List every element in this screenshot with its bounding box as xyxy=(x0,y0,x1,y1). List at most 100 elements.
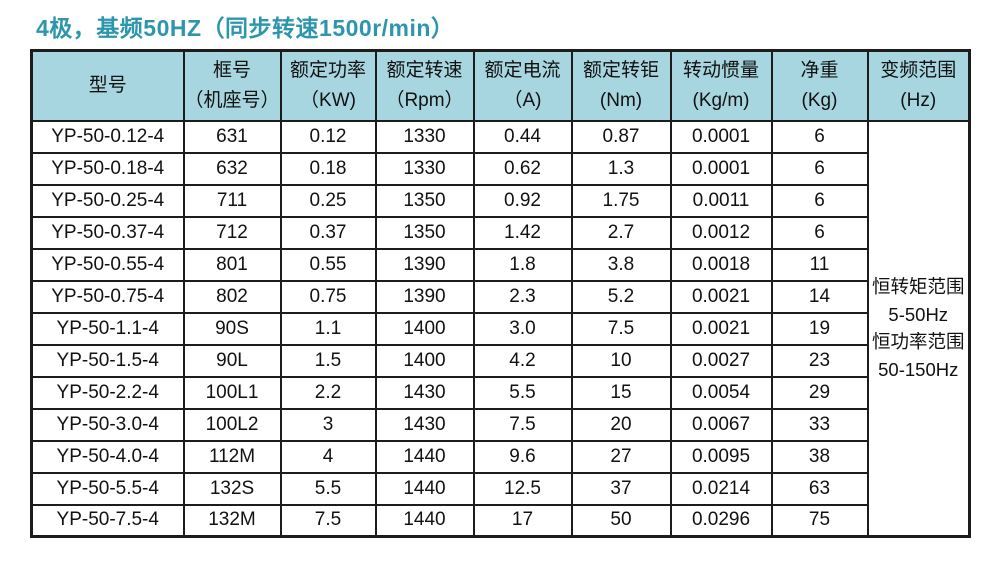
table-cell: 711 xyxy=(182,183,282,218)
table-cell: 6 xyxy=(770,151,869,186)
table-cell: 0.62 xyxy=(472,151,573,186)
table-cell: YP-50-2.2-4 xyxy=(30,375,185,410)
table-cell: 0.0214 xyxy=(669,471,773,506)
table-row: YP-50-0.18-4 632 0.18 1330 0.62 1.3 0.0001 6 xyxy=(30,151,970,186)
table-cell: 1.3 xyxy=(570,151,672,186)
table-cell: 1440 xyxy=(374,471,475,506)
table-cell: 0.55 xyxy=(279,247,377,282)
header-frequency-range-unit: (Hz) xyxy=(900,89,937,111)
table-cell: 19 xyxy=(770,311,869,346)
table-cell: 100L1 xyxy=(182,375,282,410)
table-cell: 1390 xyxy=(374,247,475,282)
table-cell: 0.0095 xyxy=(669,439,773,474)
table-cell: 12.5 xyxy=(472,471,573,506)
table-cell: 75 xyxy=(770,503,869,538)
table-cell: 90L xyxy=(182,343,282,378)
table-row: YP-50-0.25-4 711 0.25 1350 0.92 1.75 0.0011 6 xyxy=(30,183,970,218)
table-cell: 0.0296 xyxy=(669,503,773,538)
table-cell: 1.75 xyxy=(570,183,672,218)
table-cell: 3.8 xyxy=(570,247,672,282)
table-cell: 7.5 xyxy=(279,503,377,538)
table-cell: 802 xyxy=(182,279,282,314)
table-cell: 3.0 xyxy=(472,311,573,346)
table-cell: YP-50-7.5-4 xyxy=(30,503,185,538)
header-frame: 框号 （机座号） xyxy=(182,49,282,122)
table-cell: 0.12 xyxy=(279,119,377,154)
header-rated-power: 额定功率 （KW) xyxy=(279,49,377,122)
table-cell: 9.6 xyxy=(472,439,573,474)
table-cell: 801 xyxy=(182,247,282,282)
table-cell: 1330 xyxy=(374,151,475,186)
table-cell: 0.87 xyxy=(570,119,672,154)
header-frame-unit: （机座号） xyxy=(184,89,280,111)
header-model: 型号 xyxy=(30,49,185,122)
table-row: YP-50-0.12-4 631 0.12 1330 0.44 0.87 0.0001 6 恒转… xyxy=(30,119,971,538)
table-cell: 29 xyxy=(770,375,869,410)
frequency-range-line: 恒转矩范围 xyxy=(871,275,965,297)
table-cell: 0.0067 xyxy=(669,407,773,442)
table-cell: 7.5 xyxy=(570,311,672,346)
header-inertia-label: 转动惯量 xyxy=(682,60,759,82)
table-cell: 2.7 xyxy=(570,215,672,250)
table-cell: 6 xyxy=(770,119,869,154)
table-cell: 6 xyxy=(770,183,869,218)
table-cell: 1.1 xyxy=(279,311,377,346)
table-cell: 1400 xyxy=(374,311,475,346)
header-net-weight: 净重 (Kg) xyxy=(770,49,869,122)
table-cell: YP-50-0.18-4 xyxy=(30,151,185,186)
table-cell: YP-50-4.0-4 xyxy=(30,439,185,474)
table-cell: 1.5 xyxy=(279,343,377,378)
table-cell: YP-50-0.37-4 xyxy=(30,215,185,250)
header-rated-torque: 额定转钜 (Nm) xyxy=(570,49,672,122)
table-cell: 14 xyxy=(770,279,869,314)
table-cell: 100L2 xyxy=(182,407,282,442)
header-frame-label: 框号 xyxy=(212,60,251,82)
table-cell: 38 xyxy=(770,439,869,474)
table-cell: 5.2 xyxy=(570,279,672,314)
table-row: YP-50-0.37-4 712 0.37 1350 1.42 2.7 0.0012 6 xyxy=(30,215,970,250)
table-cell: YP-50-0.75-4 xyxy=(30,279,185,314)
table-cell: 0.0054 xyxy=(669,375,773,410)
table-cell: 1430 xyxy=(374,375,475,410)
table-cell: 1.42 xyxy=(472,215,573,250)
table-cell: 90S xyxy=(182,311,282,346)
table-cell: 0.18 xyxy=(279,151,377,186)
table-cell: 0.37 xyxy=(279,215,377,250)
header-inertia: 转动惯量 (Kg/m) xyxy=(669,49,773,122)
table-cell: 1350 xyxy=(374,183,475,218)
header-net-weight-label: 净重 xyxy=(800,60,839,82)
table-cell: 23 xyxy=(770,343,869,378)
header-inertia-unit: (Kg/m) xyxy=(692,89,750,111)
table-row: YP-50-5.5-4 132S 5.5 1440 12.5 37 0.0214 63 xyxy=(30,471,970,506)
table-cell: 17 xyxy=(472,503,573,538)
header-rated-current-unit: （A) xyxy=(503,89,542,111)
table-cell: 0.44 xyxy=(472,119,573,154)
page-title: 4极，基频50HZ（同步转速1500r/min） xyxy=(36,15,455,41)
table-cell: 0.0001 xyxy=(669,151,773,186)
table-cell: 0.75 xyxy=(279,279,377,314)
table-cell: 0.0001 xyxy=(669,119,773,154)
frequency-range-cell: 恒转矩范围 5-50Hz 恒功率范围 50-150Hz xyxy=(866,119,971,538)
table-row: YP-50-2.2-4 100L1 2.2 1430 5.5 15 0.0054 29 xyxy=(30,375,970,410)
header-rated-speed: 额定转速 （Rpm） xyxy=(374,49,475,122)
table-row: YP-50-1.1-4 90S 1.1 1400 3.0 7.5 0.0021 19 xyxy=(30,311,970,346)
table-cell: 1.8 xyxy=(472,247,573,282)
table-cell: 4.2 xyxy=(472,343,573,378)
table-cell: 1400 xyxy=(374,343,475,378)
table-cell: 0.25 xyxy=(279,183,377,218)
table-cell: 4 xyxy=(279,439,377,474)
table-cell: 631 xyxy=(182,119,282,154)
table-cell: 5.5 xyxy=(279,471,377,506)
table-cell: 63 xyxy=(770,471,869,506)
header-rated-current-label: 额定电流 xyxy=(484,60,561,82)
header-rated-power-label: 额定功率 xyxy=(289,60,366,82)
table-cell: 3 xyxy=(279,407,377,442)
table-cell: 1430 xyxy=(374,407,475,442)
table-cell: 1390 xyxy=(374,279,475,314)
table-cell: 5.5 xyxy=(472,375,573,410)
table-cell: 37 xyxy=(570,471,672,506)
table-row: YP-50-0.75-4 802 0.75 1390 2.3 5.2 0.0021 14 xyxy=(30,279,970,314)
table-cell: 0.0018 xyxy=(669,247,773,282)
header-net-weight-unit: (Kg) xyxy=(801,89,838,111)
header-rated-current: 额定电流 （A) xyxy=(472,49,573,122)
